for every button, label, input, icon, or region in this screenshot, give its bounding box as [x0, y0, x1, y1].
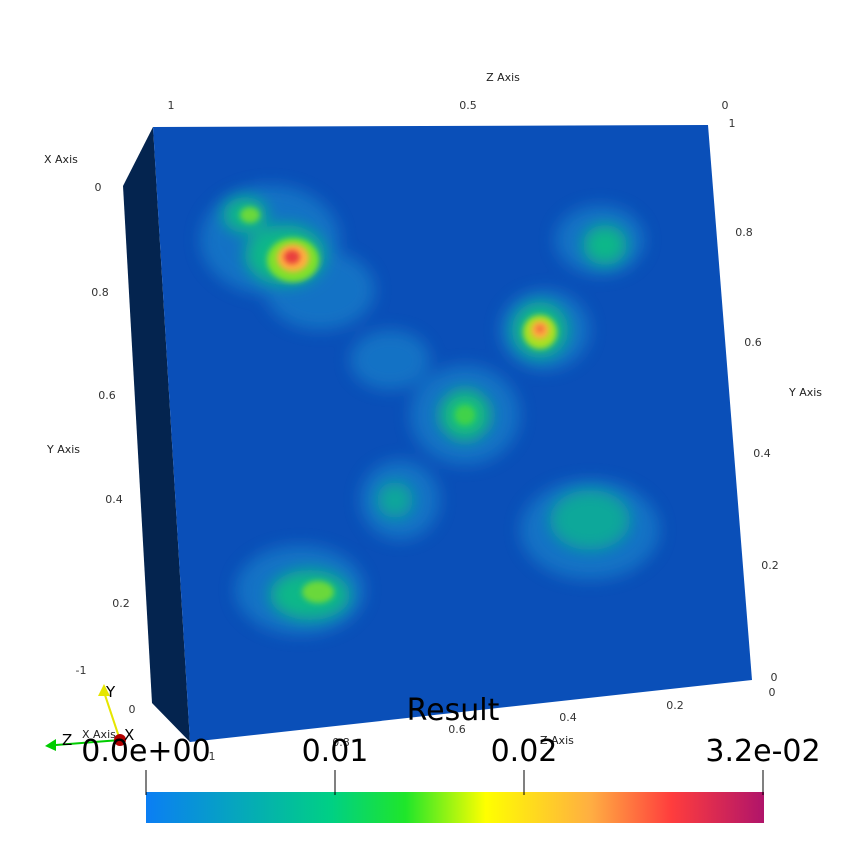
colorbar-title: Result: [407, 693, 500, 728]
triad-z-label: Z: [62, 731, 72, 749]
y-left-tick: 0.2: [112, 597, 130, 610]
bottom-tick: 0.8: [332, 736, 350, 749]
colorbar-label: 0.0e+00: [81, 734, 210, 769]
x-axis-marker: [114, 734, 126, 746]
bottom-tick: 0.4: [559, 711, 577, 724]
colorbar-label: 3.2e-02: [705, 734, 820, 769]
z-axis-title: Z Axis: [486, 71, 520, 84]
y-right-tick: 0.2: [761, 559, 779, 572]
bottom-left-tick: 0: [129, 703, 136, 716]
y-right-tick: 0: [771, 671, 778, 684]
y-right-tick: 0.4: [753, 447, 771, 460]
z-axis-title-bottom: Z Axis: [540, 734, 574, 747]
triad-x-label: X: [124, 726, 134, 744]
x-left-tick: 0: [95, 181, 102, 194]
x-axis-title-bottom: X Axis: [82, 728, 116, 741]
top-tick: 1: [168, 99, 175, 112]
y-axis-title-left: Y Axis: [46, 443, 80, 456]
result-field-hotspots: [200, 185, 660, 635]
top-tick: 0: [722, 99, 729, 112]
y-right-tick: 0.8: [735, 226, 753, 239]
cube-side-face: [123, 127, 190, 742]
y-left-tick: 0.6: [98, 389, 116, 402]
triad-y-label: Y: [105, 683, 116, 701]
y-left-tick: 0.4: [105, 493, 123, 506]
orientation-triad: Y X Z: [45, 683, 134, 751]
x-axis-title-top: X Axis: [44, 153, 78, 166]
top-right-tick: 1: [729, 117, 736, 130]
colorbar-label: 0.02: [491, 734, 558, 769]
colorbar-legend: Result 0.0e+00 0.01 0.02 3.2e-02: [81, 693, 821, 823]
bottom-tick: 1: [209, 750, 216, 763]
y-left-tick: 0.8: [91, 286, 109, 299]
bottom-tick: 0.6: [448, 723, 466, 736]
bottom-left-tick: -1: [76, 664, 87, 677]
top-tick: 0.5: [459, 99, 477, 112]
y-axis-title-right: Y Axis: [788, 386, 822, 399]
colorbar-gradient: [146, 792, 764, 823]
y-right-tick: 0.6: [744, 336, 762, 349]
colorbar-label: 0.01: [302, 734, 369, 769]
bottom-right-tick: 0: [769, 686, 776, 699]
bottom-tick: 0.2: [666, 699, 684, 712]
